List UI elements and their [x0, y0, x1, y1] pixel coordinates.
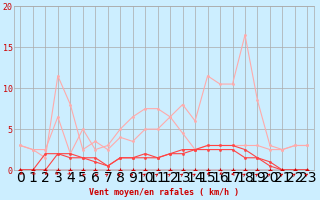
X-axis label: Vent moyen/en rafales ( km/h ): Vent moyen/en rafales ( km/h ) — [89, 188, 239, 197]
